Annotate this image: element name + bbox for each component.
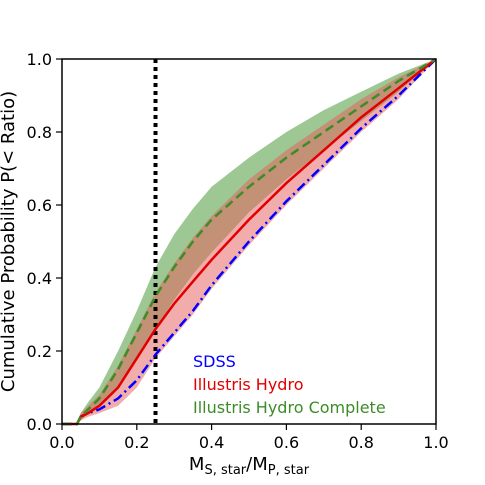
plot-frame <box>61 58 437 425</box>
y-tick-label: 0.0 <box>27 415 52 434</box>
y-tick-label: 0.4 <box>27 269 52 288</box>
y-tick-label: 0.2 <box>27 342 52 361</box>
x-tick-label: 0.2 <box>124 433 149 452</box>
y-tick-label: 0.6 <box>27 196 52 215</box>
legend: SDSS Illustris Hydro Illustris Hydro Com… <box>193 352 386 417</box>
y-axis-label: Cumulative Probability P(< Ratio) <box>0 91 19 392</box>
x-tick-label: 0.4 <box>199 433 224 452</box>
x-axis-label: MS, star/MP, star <box>189 454 310 478</box>
x-tick-label: 0.6 <box>274 433 299 452</box>
x-tick-label: 0.8 <box>348 433 373 452</box>
x-tick-label: 0.0 <box>49 433 74 452</box>
legend-entry-illustris-hydro-complete: Illustris Hydro Complete <box>193 398 386 417</box>
y-tick-label: 1.0 <box>27 50 52 69</box>
x-axis-ticks: 0.0 0.2 0.4 0.6 0.8 1.0 <box>49 424 449 452</box>
x-axis-label-main: M <box>189 454 205 475</box>
band-illustris-hydro-complete <box>62 59 436 424</box>
x-tick-label: 1.0 <box>423 433 448 452</box>
series-lines <box>62 57 437 426</box>
y-tick-label: 0.8 <box>27 123 52 142</box>
y-axis-ticks: 0.0 0.2 0.4 0.6 0.8 1.0 <box>27 50 62 434</box>
legend-entry-illustris-hydro: Illustris Hydro <box>193 375 303 394</box>
x-axis-label-sub1: S, star <box>204 463 246 478</box>
line-illustris-hydro <box>62 58 437 426</box>
x-axis-label-sub2: P, star <box>268 463 310 478</box>
legend-entry-sdss: SDSS <box>193 352 236 371</box>
line-illustris-hydro-complete <box>62 57 437 426</box>
x-axis-label-sep: /M <box>246 454 268 475</box>
